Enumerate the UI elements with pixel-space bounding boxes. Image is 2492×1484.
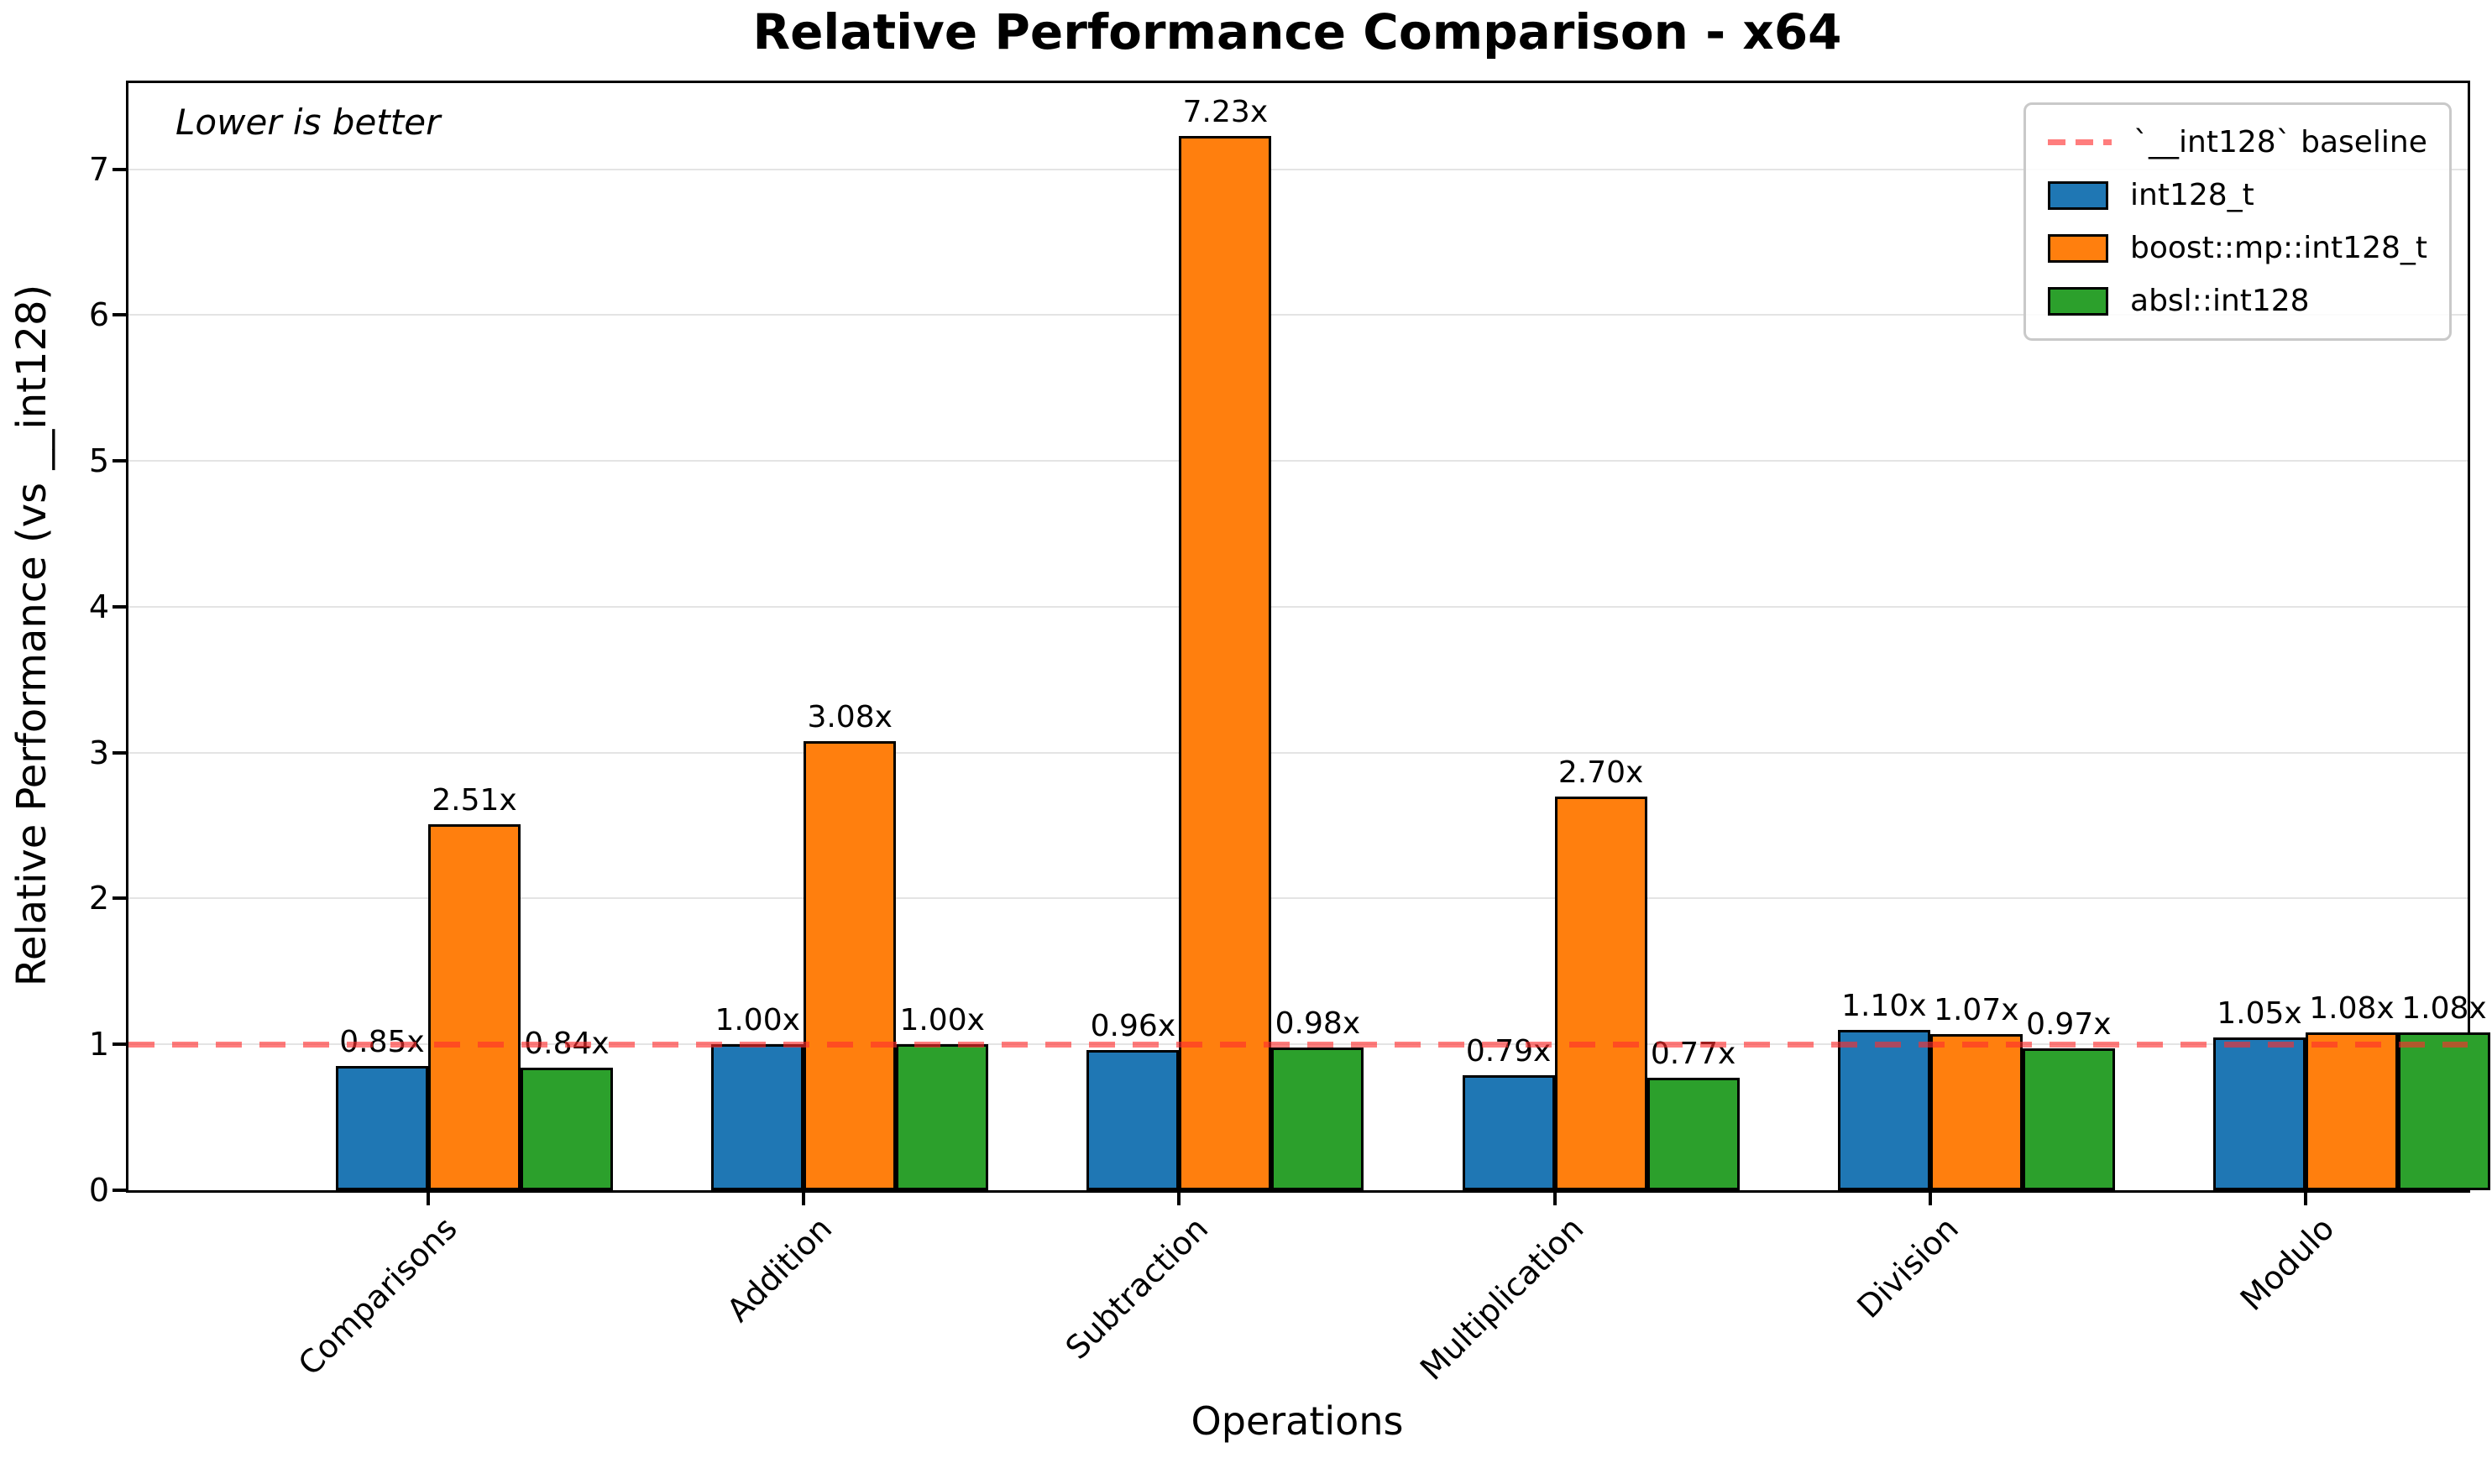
legend-swatch-absl-int128 bbox=[2048, 286, 2109, 316]
x-tick-mark-comparisons bbox=[427, 1193, 430, 1205]
bar-value-label-boost-mp-int128-t-addition: 3.08x bbox=[807, 699, 893, 734]
bar-absl-int128-addition bbox=[896, 1044, 989, 1190]
bar-value-label-boost-mp-int128-t-division: 1.07x bbox=[1934, 993, 2019, 1028]
y-tick-label-0: 0 bbox=[88, 1172, 109, 1209]
gridline-y2 bbox=[128, 897, 2468, 900]
y-tick-label-6: 6 bbox=[88, 296, 109, 334]
bar-value-label-int128-t-multiplication: 0.79x bbox=[1465, 1033, 1552, 1069]
y-tick-mark-7 bbox=[113, 167, 127, 171]
y-tick-label-1: 1 bbox=[88, 1026, 109, 1063]
bar-boost-mp-int128-t-subtraction bbox=[1179, 135, 1272, 1190]
bar-boost-mp-int128-t-addition bbox=[804, 740, 897, 1190]
baseline-line bbox=[128, 1042, 2468, 1048]
legend-label-absl-int128: absl::int128 bbox=[2130, 284, 2310, 318]
bar-boost-mp-int128-t-modulo bbox=[2306, 1032, 2398, 1190]
legend-item-absl-int128: absl::int128 bbox=[2048, 279, 2427, 323]
plot-area: Lower is better `__int128` baseline int1… bbox=[126, 81, 2490, 1193]
x-tick-label-multiplication: Multiplication bbox=[1412, 1210, 1591, 1387]
bar-int128-t-comparisons bbox=[336, 1066, 428, 1190]
x-tick-label-division: Division bbox=[1850, 1210, 1966, 1325]
y-tick-label-2: 2 bbox=[88, 880, 109, 917]
y-tick-mark-5 bbox=[113, 459, 127, 463]
gridline-y7 bbox=[128, 168, 2468, 170]
x-tick-label-comparisons: Comparisons bbox=[291, 1210, 464, 1383]
bar-value-label-absl-int128-division: 0.97x bbox=[2026, 1007, 2112, 1042]
bar-value-label-absl-int128-subtraction: 0.98x bbox=[1275, 1006, 1361, 1041]
y-tick-mark-1 bbox=[113, 1042, 127, 1047]
bar-absl-int128-subtraction bbox=[1271, 1047, 1364, 1190]
legend-swatch-int128-t bbox=[2048, 180, 2109, 210]
bar-absl-int128-comparisons bbox=[521, 1068, 613, 1190]
legend-item-baseline: `__int128` baseline bbox=[2048, 120, 2427, 165]
gridline-y3 bbox=[128, 751, 2468, 754]
bar-boost-mp-int128-t-multiplication bbox=[1554, 796, 1647, 1190]
y-tick-mark-3 bbox=[113, 750, 127, 755]
bar-absl-int128-division bbox=[2022, 1048, 2115, 1190]
x-tick-mark-division bbox=[1928, 1193, 1932, 1205]
bar-int128-t-division bbox=[1837, 1029, 1930, 1190]
y-tick-mark-2 bbox=[113, 896, 127, 901]
x-tick-mark-modulo bbox=[2304, 1193, 2307, 1205]
legend-label-baseline: `__int128` baseline bbox=[2133, 125, 2427, 159]
y-tick-label-4: 4 bbox=[88, 588, 109, 625]
bar-int128-t-modulo bbox=[2213, 1037, 2306, 1190]
bar-value-label-int128-t-division: 1.10x bbox=[1841, 988, 1927, 1023]
x-axis-label: Operations bbox=[1191, 1398, 1404, 1444]
legend-label-int128-t: int128_t bbox=[2130, 178, 2254, 212]
x-tick-mark-multiplication bbox=[1552, 1193, 1557, 1205]
y-tick-label-7: 7 bbox=[88, 150, 109, 188]
y-tick-label-5: 5 bbox=[88, 442, 109, 480]
x-tick-mark-addition bbox=[802, 1193, 806, 1205]
x-tick-label-modulo: Modulo bbox=[2233, 1210, 2342, 1319]
bar-absl-int128-modulo bbox=[2398, 1032, 2490, 1190]
x-tick-mark-subtraction bbox=[1177, 1193, 1181, 1205]
bar-value-label-boost-mp-int128-t-subtraction: 7.23x bbox=[1182, 94, 1269, 129]
annotation-lower-is-better: Lower is better bbox=[175, 102, 441, 143]
x-tick-label-addition: Addition bbox=[720, 1210, 840, 1330]
legend-swatch-boost-mp-int128-t bbox=[2048, 233, 2109, 263]
bar-int128-t-addition bbox=[711, 1044, 804, 1190]
gridline-y4 bbox=[128, 605, 2468, 608]
y-tick-mark-0 bbox=[113, 1189, 127, 1192]
gridline-y5 bbox=[128, 460, 2468, 462]
y-tick-mark-4 bbox=[113, 604, 127, 609]
bar-value-label-int128-t-modulo: 1.05x bbox=[2217, 995, 2302, 1031]
bar-value-label-boost-mp-int128-t-modulo: 1.08x bbox=[2309, 991, 2395, 1027]
bar-value-label-boost-mp-int128-t-comparisons: 2.51x bbox=[432, 782, 517, 818]
bar-int128-t-subtraction bbox=[1086, 1050, 1180, 1190]
bar-boost-mp-int128-t-comparisons bbox=[428, 823, 521, 1190]
x-tick-label-subtraction: Subtraction bbox=[1058, 1210, 1215, 1366]
gridline-y6 bbox=[128, 314, 2468, 316]
bar-value-label-int128-t-subtraction: 0.96x bbox=[1090, 1009, 1176, 1044]
bar-int128-t-multiplication bbox=[1462, 1074, 1555, 1190]
bar-value-label-int128-t-addition: 1.00x bbox=[715, 1003, 800, 1038]
y-tick-label-3: 3 bbox=[88, 734, 109, 771]
bar-value-label-absl-int128-addition: 1.00x bbox=[899, 1003, 985, 1038]
bar-value-label-boost-mp-int128-t-multiplication: 2.70x bbox=[1558, 755, 1644, 790]
legend-label-boost-mp-int128-t: boost::mp::int128_t bbox=[2130, 231, 2427, 265]
bar-boost-mp-int128-t-division bbox=[1929, 1034, 2023, 1190]
bar-value-label-absl-int128-modulo: 1.08x bbox=[2401, 991, 2487, 1027]
bar-absl-int128-multiplication bbox=[1646, 1078, 1740, 1190]
chart-title: Relative Performance Comparison - x64 bbox=[752, 3, 1842, 60]
legend-item-int128-t: int128_t bbox=[2048, 173, 2427, 217]
baseline-dash-swatch bbox=[2048, 139, 2112, 145]
legend-item-boost-mp-int128-t: boost::mp::int128_t bbox=[2048, 226, 2427, 270]
y-tick-mark-6 bbox=[113, 313, 127, 317]
